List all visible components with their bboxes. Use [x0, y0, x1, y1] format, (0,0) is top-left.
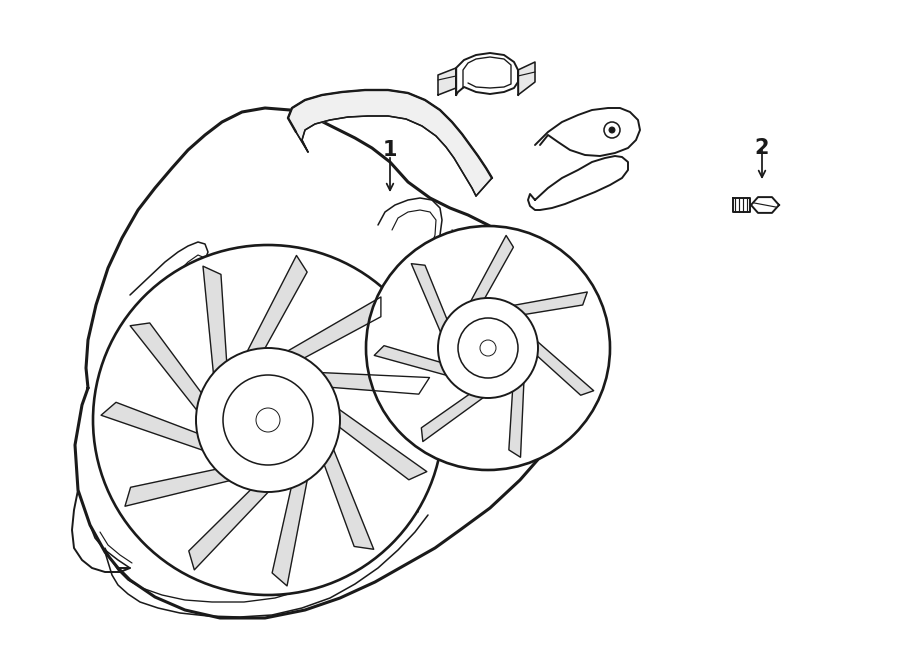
Polygon shape: [101, 403, 205, 451]
Polygon shape: [189, 484, 270, 570]
Polygon shape: [456, 53, 518, 95]
Polygon shape: [518, 62, 535, 95]
Polygon shape: [125, 467, 232, 506]
Circle shape: [212, 407, 218, 413]
Polygon shape: [751, 197, 779, 213]
Polygon shape: [320, 373, 429, 394]
Polygon shape: [733, 198, 750, 212]
Polygon shape: [247, 255, 307, 356]
Polygon shape: [421, 390, 486, 442]
Circle shape: [480, 340, 496, 356]
Text: 2: 2: [755, 138, 770, 158]
Polygon shape: [285, 297, 381, 362]
Circle shape: [196, 348, 340, 492]
Circle shape: [366, 226, 610, 470]
Polygon shape: [411, 264, 450, 335]
Circle shape: [458, 318, 518, 378]
Polygon shape: [374, 346, 449, 376]
Polygon shape: [438, 68, 456, 95]
Polygon shape: [470, 235, 513, 305]
Circle shape: [223, 375, 313, 465]
Circle shape: [93, 245, 443, 595]
Polygon shape: [511, 292, 588, 315]
Circle shape: [438, 298, 538, 398]
Polygon shape: [528, 156, 628, 210]
Circle shape: [256, 408, 280, 432]
Polygon shape: [288, 90, 492, 196]
Polygon shape: [272, 478, 308, 586]
Polygon shape: [333, 408, 427, 480]
Polygon shape: [130, 323, 206, 412]
Polygon shape: [203, 266, 227, 376]
Polygon shape: [535, 108, 640, 156]
Polygon shape: [508, 380, 524, 457]
Polygon shape: [75, 108, 582, 618]
Circle shape: [609, 127, 615, 133]
Polygon shape: [321, 447, 374, 549]
Text: 1: 1: [382, 140, 397, 160]
Polygon shape: [532, 340, 594, 395]
